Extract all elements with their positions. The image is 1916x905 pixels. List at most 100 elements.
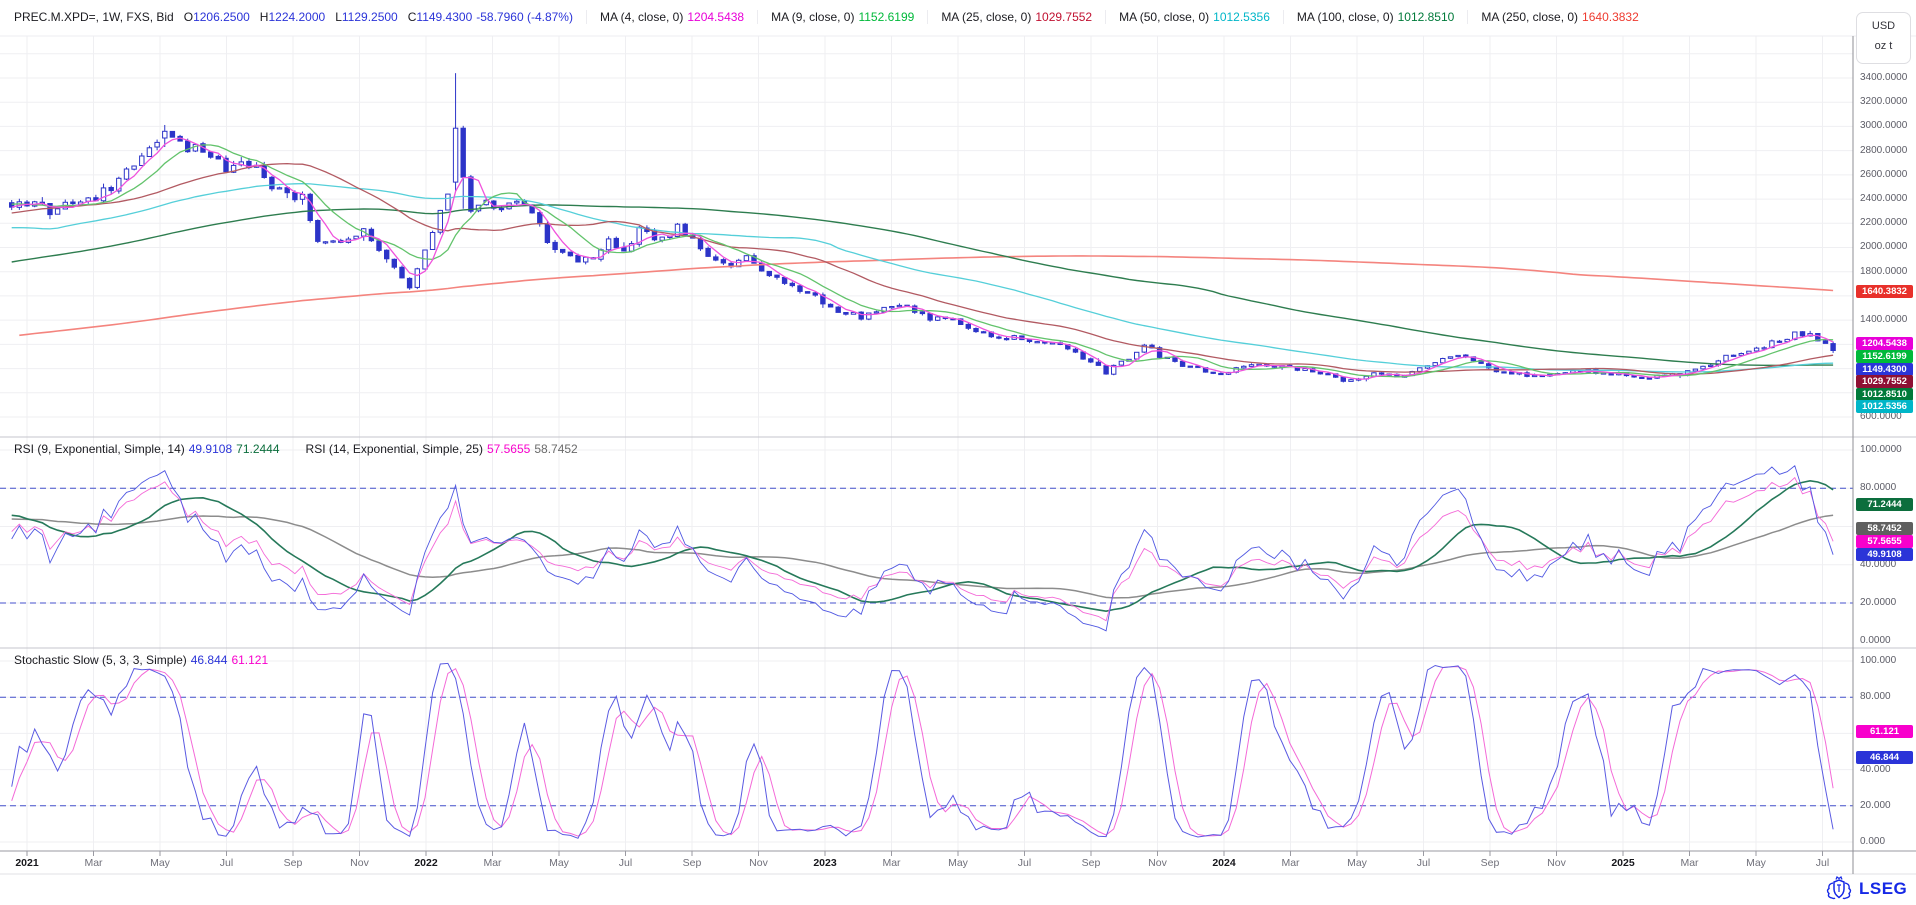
stochastic-axis-label: 80.000 bbox=[1860, 691, 1891, 703]
x-axis-label: Mar bbox=[1281, 857, 1300, 869]
x-axis-label: Sep bbox=[1480, 857, 1500, 869]
price-axis-label: 3200.0000 bbox=[1860, 96, 1908, 108]
x-axis-label: Jul bbox=[1017, 857, 1032, 869]
ohlc-fields: O1206.2500 H1224.2000 L1129.2500 C1149.4300 bbox=[174, 10, 473, 24]
x-axis-label: Jul bbox=[618, 857, 633, 869]
ma-line-4 bbox=[11, 137, 1834, 380]
stochastic-badge: 61.121 bbox=[1856, 724, 1913, 738]
price-axis-label: 2800.0000 bbox=[1860, 144, 1908, 156]
rsi-axis-label: 40.0000 bbox=[1860, 558, 1897, 570]
ma-legend-undefined: MA (50, close, 0) 1012.5356 bbox=[1105, 10, 1270, 24]
ma-legend-undefined: MA (25, close, 0) 1029.7552 bbox=[927, 10, 1092, 24]
ma-legend-undefined: MA (9, close, 0) 1152.6199 bbox=[757, 10, 914, 24]
stochastic-badge: 46.844 bbox=[1856, 750, 1913, 764]
ma-line-250 bbox=[19, 255, 1834, 337]
price-badge: 1204.5438 bbox=[1856, 337, 1913, 351]
stochastic-axis-label: 40.000 bbox=[1860, 763, 1891, 775]
price-badge: 1012.5356 bbox=[1856, 400, 1913, 414]
rsi-badge: 49.9108 bbox=[1856, 547, 1913, 561]
lseg-logo: LSEG bbox=[1824, 876, 1907, 902]
price-axis-label: 2600.0000 bbox=[1860, 168, 1908, 180]
ma-legend-undefined: MA (250, close, 0) 1640.3832 bbox=[1467, 10, 1639, 24]
ohlc-field-c: C1149.4300 bbox=[407, 10, 473, 24]
price-axis-label: 1400.0000 bbox=[1860, 314, 1908, 326]
x-axis-label: Jul bbox=[1815, 857, 1830, 869]
rsi-axis-label: 100.0000 bbox=[1860, 444, 1902, 455]
ma-line-25 bbox=[11, 162, 1834, 375]
stochastic-k-line bbox=[11, 662, 1834, 839]
price-axis-label: 3000.0000 bbox=[1860, 120, 1908, 132]
x-axis-label: May bbox=[549, 857, 569, 869]
price-badge: 1012.8510 bbox=[1856, 387, 1913, 401]
ohlc-field-o: O1206.2500 bbox=[183, 10, 250, 24]
ma-legend-undefined: MA (4, close, 0) 1204.5438 bbox=[585, 10, 744, 24]
rsi-badge: 57.5655 bbox=[1856, 534, 1913, 548]
candlestick-series bbox=[9, 73, 1836, 383]
rsi-panel-title: RSI (9, Exponential, Simple, 14) 49.9108… bbox=[14, 442, 578, 456]
lseg-wordmark: LSEG bbox=[1859, 879, 1908, 898]
stochastic-label: Stochastic Slow (5, 3, 3, Simple) bbox=[14, 653, 187, 667]
rsi1-value: 49.9108 bbox=[188, 442, 233, 456]
x-axis-label: 2025 bbox=[1611, 857, 1635, 869]
rsi2-signal-value: 58.7452 bbox=[534, 442, 578, 456]
stochastic-axis-label: 100.000 bbox=[1860, 655, 1897, 666]
stochastic-panel-title: Stochastic Slow (5, 3, 3, Simple) 46.844… bbox=[14, 653, 268, 667]
change-value: -58.7960 (-4.87%) bbox=[476, 10, 573, 24]
rsi-badge: 58.7452 bbox=[1856, 522, 1913, 536]
ma-line-9 bbox=[11, 144, 1834, 378]
stochastic-axis-label: 0.000 bbox=[1860, 836, 1886, 847]
stochastic-d-line bbox=[11, 666, 1834, 837]
rsi2-label: RSI (14, Exponential, Simple, 25) bbox=[305, 442, 483, 456]
x-axis-label: May bbox=[948, 857, 968, 869]
x-axis-label: Nov bbox=[1148, 857, 1167, 869]
x-axis-label: 2023 bbox=[813, 857, 837, 869]
price-axis-label: 3400.0000 bbox=[1860, 72, 1908, 83]
ma-legend-undefined: MA (100, close, 0) 1012.8510 bbox=[1282, 10, 1454, 24]
price-axis-label: 2400.0000 bbox=[1860, 193, 1908, 205]
instrument-title: PREC.M.XPD=, 1W, FXS, Bid bbox=[14, 10, 174, 24]
panel-separators bbox=[0, 35, 1916, 875]
x-axis-label: Nov bbox=[1547, 857, 1566, 869]
chart-legend: PREC.M.XPD=, 1W, FXS, Bid O1206.2500 H122… bbox=[14, 0, 1639, 34]
rsi-axis-label: 20.0000 bbox=[1860, 597, 1897, 608]
rsi9-signal-line bbox=[11, 479, 1834, 613]
rsi-axis-label: 80.0000 bbox=[1860, 482, 1897, 494]
rsi9-line bbox=[11, 465, 1834, 632]
rsi-axis-label: 0.0000 bbox=[1860, 635, 1891, 647]
ohlc-field-h: H1224.2000 bbox=[259, 10, 326, 24]
axis-unit-box: USD oz t bbox=[1856, 12, 1911, 64]
rsi1-label: RSI (9, Exponential, Simple, 14) bbox=[14, 442, 185, 456]
ma-line-100 bbox=[11, 204, 1834, 367]
x-axis-label: Mar bbox=[882, 857, 901, 869]
oscillator-band-lines bbox=[0, 487, 1853, 807]
price-axis-label: 1800.0000 bbox=[1860, 265, 1908, 277]
lseg-crest-icon bbox=[1826, 876, 1852, 900]
x-axis-label: May bbox=[150, 857, 170, 869]
ma-legend-fields: MA (4, close, 0) 1204.5438 MA (9, close, 0… bbox=[573, 10, 1639, 24]
x-axis-label: May bbox=[1746, 857, 1766, 869]
price-badge: 1152.6199 bbox=[1856, 349, 1913, 363]
price-badge: 1640.3832 bbox=[1856, 284, 1913, 298]
rsi14-signal-line bbox=[11, 514, 1834, 599]
x-axis-label: 2021 bbox=[15, 857, 39, 869]
x-axis-label: Mar bbox=[1680, 857, 1699, 869]
stochastic-axis-label: 20.000 bbox=[1860, 799, 1891, 811]
x-axis-label: May bbox=[1347, 857, 1367, 869]
price-badge: 1149.4300 bbox=[1856, 362, 1913, 376]
rsi14-line bbox=[11, 476, 1834, 622]
x-axis-label: Nov bbox=[350, 857, 369, 869]
x-axis-label: Sep bbox=[682, 857, 702, 869]
x-axis-label: Jul bbox=[219, 857, 234, 869]
x-axis-label: 2022 bbox=[414, 857, 438, 869]
axis-currency-label: USD bbox=[1871, 20, 1896, 32]
rsi-badge: 71.2444 bbox=[1856, 498, 1913, 512]
price-axis-label: 600.0000 bbox=[1860, 410, 1902, 422]
rsi2-value: 57.5655 bbox=[486, 442, 531, 456]
x-axis-label: Jul bbox=[1416, 857, 1431, 869]
x-axis-label: Nov bbox=[749, 857, 768, 869]
rsi1-signal-value: 71.2444 bbox=[236, 442, 280, 456]
x-axis-label: Sep bbox=[1081, 857, 1101, 869]
x-axis-label: 2024 bbox=[1212, 857, 1236, 869]
